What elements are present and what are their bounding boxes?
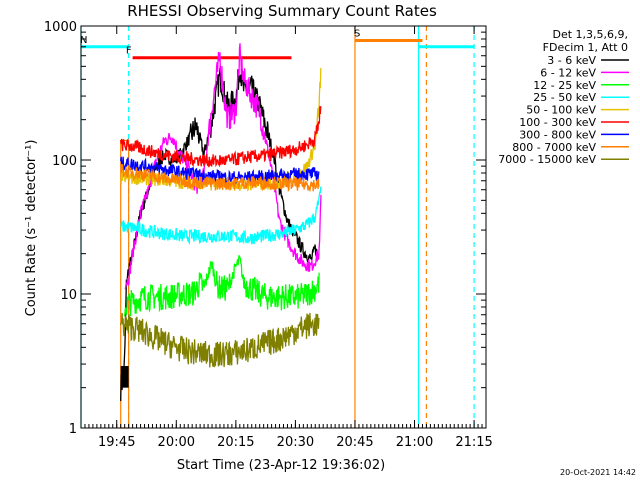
series-line-1 [124,43,322,290]
state-bar-layer: N F S [80,28,475,60]
x-tick-label-0: 19:45 [98,435,135,450]
series-line-3 [120,186,322,246]
x-tick-label-5: 21:00 [396,435,433,450]
legend-label-4: 50 - 100 keV [526,104,596,117]
x-tick-label-2: 20:15 [217,435,254,450]
state-bar-label-F: F [126,46,132,57]
x-tick-label-3: 20:30 [277,435,314,450]
state-bar-label-S: S [354,28,360,39]
y-tick-label-0: 1 [69,422,77,437]
legend-label-6: 300 - 800 keV [519,128,596,141]
y-axis-label: Count Rate (s⁻¹ detector⁻¹) [24,140,39,317]
y-tick-label-1: 10 [60,288,77,303]
legend-label-2: 12 - 25 keV [533,79,596,92]
legend-label-3: 25 - 50 keV [533,91,596,104]
legend-label-0: 3 - 6 keV [547,54,596,67]
series-line-2 [124,255,320,317]
legend: Det 1,3,5,6,9,FDecim 1, Att 03 - 6 keV6 … [498,28,629,166]
series-layer [120,43,322,402]
x-tick-label-4: 20:45 [336,435,373,450]
state-bar-label-N: N [80,35,87,46]
series-line-8 [120,312,320,368]
legend-label-1: 6 - 12 keV [540,66,596,79]
tick-layer: 19:45 20:00 20:15 20:30 20:45 21:00 21:15 1 10 10… [44,20,493,450]
series-line-5 [120,106,322,168]
legend-label-8: 7000 - 15000 keV [498,153,596,166]
series-line-7 [120,164,320,193]
y-tick-label-2: 100 [52,154,77,169]
y-tick-label-3: 1000 [44,20,77,35]
x-tick-label-6: 21:15 [455,435,492,450]
chart-title: RHESSI Observing Summary Count Rates [127,2,437,20]
footer-date: 20-Oct-2021 14:42 [560,468,636,477]
legend-header-0: Det 1,3,5,6,9, [552,28,628,41]
data-gap-block [120,366,129,388]
legend-label-7: 800 - 7000 keV [512,141,596,154]
x-tick-label-1: 20:00 [158,435,195,450]
legend-header-1: FDecim 1, Att 0 [543,41,628,54]
x-axis-label: Start Time (23-Apr-12 19:36:02) [177,458,385,473]
legend-label-5: 100 - 300 keV [519,116,596,129]
